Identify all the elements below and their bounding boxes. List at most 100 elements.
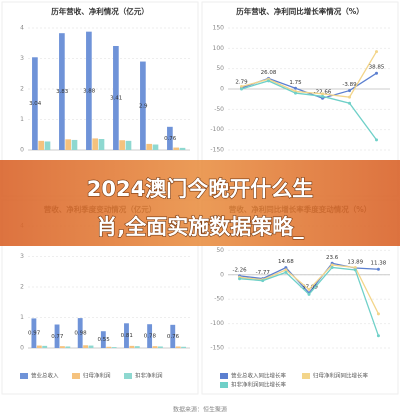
- bar: [88, 345, 94, 348]
- bar: [134, 346, 140, 348]
- data-label: 11.38: [371, 261, 387, 267]
- bar: [44, 141, 51, 150]
- bar: [38, 140, 45, 150]
- bar: [125, 140, 132, 150]
- data-label: 0.76: [167, 334, 180, 340]
- legend-swatch: [124, 373, 132, 379]
- point: [284, 270, 288, 274]
- banner-line: 2024澳门今晚开什么生: [87, 177, 313, 201]
- charts: 历年营收、净利情况（亿元） 0 1 2 3 4 3.04 3.83 3.88 3.41 2.9 0.7…: [1, 1, 399, 395]
- data-label: -3.89: [342, 82, 357, 88]
- point: [330, 263, 334, 267]
- y-tick-label: -50: [214, 106, 224, 113]
- point: [353, 268, 357, 272]
- legend-label: 营业总收入: [31, 372, 59, 380]
- chart-title: 历年营收、净利情况（亿元）: [51, 6, 149, 16]
- data-label: 13.89: [347, 260, 363, 266]
- y-tick-label: 4: [20, 25, 24, 32]
- point: [294, 91, 297, 95]
- bar: [98, 139, 105, 150]
- bar: [181, 346, 186, 348]
- data-label: 0.76: [164, 136, 177, 142]
- point: [376, 334, 380, 338]
- point: [267, 79, 270, 83]
- bar: [113, 45, 119, 151]
- bar: [147, 324, 153, 348]
- point: [375, 50, 378, 54]
- source: 数据来源：恒生聚源: [173, 406, 227, 414]
- banner-bg: [0, 160, 400, 246]
- data-label: 23.6: [326, 255, 339, 261]
- legend-label: 营业总收入同比增长率: [231, 372, 287, 380]
- bar: [129, 345, 135, 348]
- point: [376, 267, 380, 271]
- y-tick-label: 1: [20, 116, 24, 123]
- bar: [54, 324, 60, 348]
- data-label: 3.04: [29, 101, 42, 107]
- point: [307, 292, 311, 296]
- data-label: 2.9: [139, 103, 148, 109]
- data-label: 0.97: [28, 331, 41, 337]
- bar: [124, 323, 129, 348]
- data-label: 0.78: [144, 334, 157, 340]
- y-tick-label: -100: [210, 126, 224, 133]
- bar: [31, 318, 37, 348]
- bar: [42, 345, 48, 348]
- legend-swatch: [220, 382, 228, 388]
- point: [240, 87, 243, 91]
- point: [376, 312, 380, 316]
- bar: [152, 144, 159, 150]
- point: [321, 92, 324, 96]
- y-tick-label: 100: [213, 45, 225, 52]
- bar: [65, 139, 72, 150]
- y-tick-label: 0: [220, 86, 224, 93]
- y-tick-label: 3: [20, 55, 24, 62]
- data-label: 3.83: [56, 89, 69, 95]
- y-tick-label: 0: [20, 345, 24, 352]
- y-tick-label: -50: [214, 296, 224, 303]
- bar: [65, 346, 71, 348]
- bar: [83, 345, 89, 348]
- data-label: -37.09: [300, 284, 318, 290]
- legend-swatch: [72, 373, 80, 379]
- bar: [100, 331, 106, 348]
- y-tick-label: 50: [216, 247, 224, 254]
- bar: [86, 31, 92, 150]
- legend-swatch: [302, 373, 310, 379]
- legend-label: 归母净利润同比增长率: [313, 372, 369, 380]
- bar: [146, 143, 153, 150]
- legend-label: 扣非净利润: [135, 372, 163, 380]
- y-tick-label: 3: [20, 253, 24, 260]
- point: [321, 94, 324, 98]
- legend-label: 扣非净利润同比增长率: [231, 381, 287, 389]
- bar: [106, 346, 112, 348]
- data-label: 0.81: [121, 333, 133, 339]
- point: [348, 95, 351, 99]
- y-tick-label: 0: [220, 271, 224, 278]
- data-label: 2.79: [235, 79, 248, 85]
- bar: [92, 138, 99, 150]
- bar: [157, 346, 163, 348]
- bar: [71, 139, 78, 150]
- bar: [167, 126, 173, 150]
- y-tick-label: -100: [210, 320, 224, 327]
- point: [330, 265, 334, 269]
- point: [294, 86, 297, 90]
- y-tick-label: 2: [20, 284, 24, 291]
- point: [284, 266, 288, 270]
- bar: [173, 147, 180, 150]
- point: [375, 138, 378, 142]
- line: [241, 51, 378, 98]
- bar: [77, 318, 83, 348]
- bar: [140, 61, 146, 150]
- point: [375, 71, 378, 75]
- bar: [59, 33, 65, 151]
- y-tick-label: 1: [20, 314, 24, 321]
- data-label: -7.77: [256, 270, 271, 276]
- data-label: 1.75: [289, 80, 302, 86]
- y-tick-label: -150: [210, 147, 224, 154]
- bar: [36, 345, 42, 348]
- point: [284, 268, 288, 272]
- bar: [32, 57, 38, 150]
